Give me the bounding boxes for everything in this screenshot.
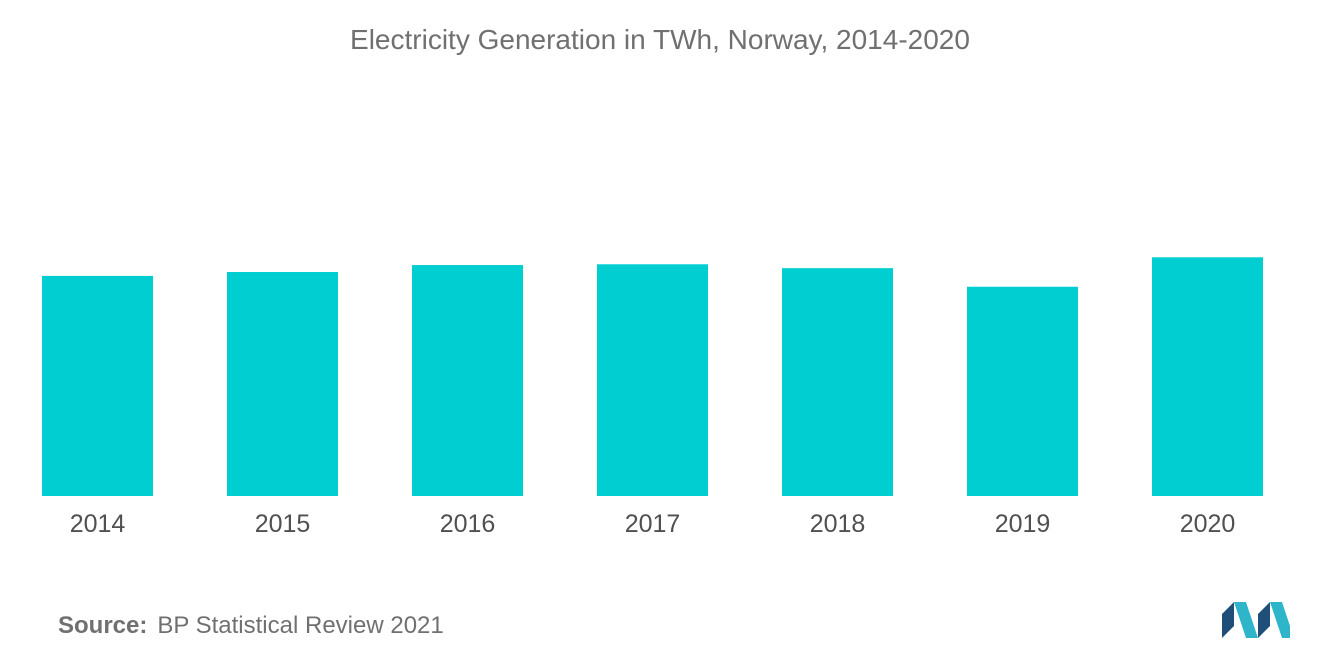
x-tick-label-2020: 2020 — [1180, 510, 1236, 538]
bar-2019 — [967, 286, 1078, 496]
x-tick-label-2017: 2017 — [625, 510, 681, 538]
x-tick-label-2018: 2018 — [810, 510, 866, 538]
x-tick-label-2016: 2016 — [440, 510, 496, 538]
source-label: Source: — [58, 612, 148, 639]
source-note: Source: BP Statistical Review 2021 — [58, 612, 444, 640]
source-text: BP Statistical Review 2021 — [157, 612, 444, 639]
x-tick-label-2014: 2014 — [70, 510, 126, 538]
bar-2015 — [227, 272, 338, 496]
bar-2017 — [597, 264, 708, 496]
bar-2018 — [782, 268, 893, 496]
x-tick-label-2019: 2019 — [995, 510, 1051, 538]
bar-2020 — [1152, 257, 1263, 496]
x-tick-label-2015: 2015 — [255, 510, 311, 538]
mordor-intelligence-logo-icon — [1222, 602, 1290, 638]
bar-2016 — [412, 265, 523, 496]
bar-2014 — [42, 275, 153, 496]
chart-title: Electricity Generation in TWh, Norway, 2… — [350, 24, 970, 55]
